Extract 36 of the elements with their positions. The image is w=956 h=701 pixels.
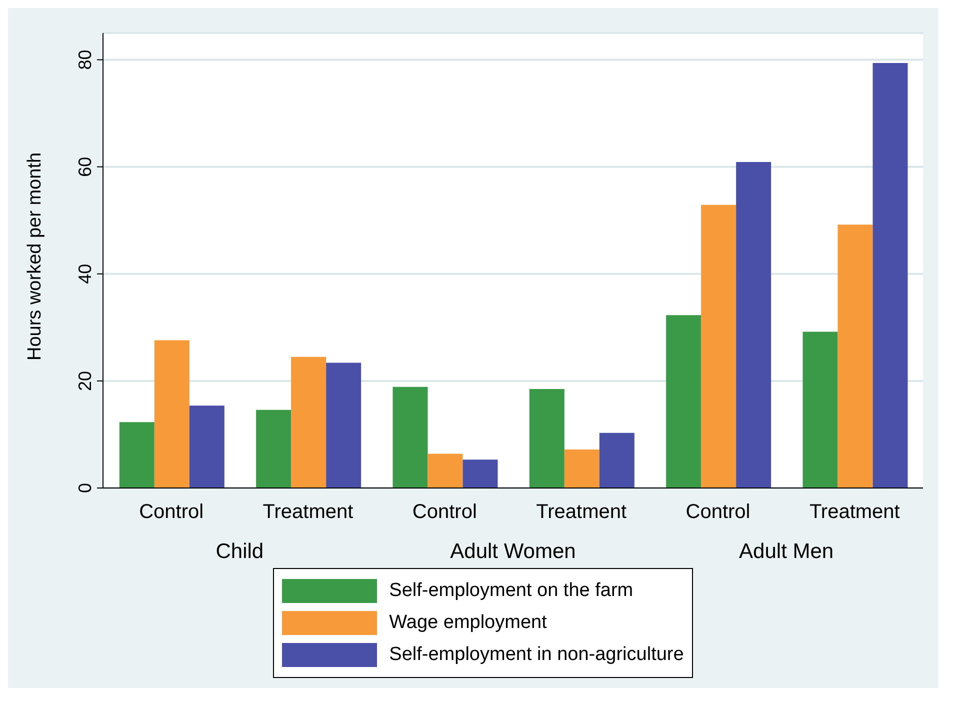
x-tick-label: Control bbox=[139, 501, 204, 523]
y-tick-label: 0 bbox=[75, 482, 95, 494]
y-tick-label: 80 bbox=[75, 50, 95, 70]
bar bbox=[701, 204, 736, 488]
bar bbox=[189, 406, 224, 488]
x-tick-label: Control bbox=[686, 501, 750, 523]
x-tick-label: Treatment bbox=[262, 501, 354, 523]
text: Child bbox=[216, 540, 264, 563]
bar bbox=[736, 162, 772, 488]
x-tick-label: Treatment bbox=[536, 501, 627, 523]
bar bbox=[326, 362, 362, 488]
y-tick-label: 60 bbox=[75, 156, 95, 177]
bar bbox=[428, 454, 463, 488]
bar bbox=[154, 340, 190, 488]
x-tick-label: Treatment bbox=[809, 501, 900, 523]
legend-label: Self-employment on the farm bbox=[389, 580, 634, 602]
bar bbox=[838, 224, 873, 488]
text: Adult Women bbox=[450, 540, 576, 563]
y-axis-title: Hours worked per month bbox=[24, 152, 46, 360]
text: Adult Men bbox=[739, 540, 834, 563]
legend-label: Wage employment bbox=[389, 612, 547, 634]
bar bbox=[529, 388, 564, 488]
bar bbox=[392, 386, 428, 488]
bar bbox=[291, 356, 326, 488]
x-tick-label: Control bbox=[412, 501, 477, 523]
bar bbox=[462, 460, 498, 488]
bar bbox=[599, 432, 634, 488]
bar bbox=[872, 62, 908, 488]
y-tick-label: 20 bbox=[75, 370, 95, 391]
bar bbox=[119, 422, 154, 488]
bar bbox=[256, 410, 292, 488]
legend-label: Self-employment in non-agriculture bbox=[389, 644, 684, 666]
y-tick-label: 40 bbox=[75, 264, 95, 284]
bar bbox=[564, 449, 600, 488]
bar bbox=[802, 332, 838, 488]
bar bbox=[666, 315, 702, 488]
